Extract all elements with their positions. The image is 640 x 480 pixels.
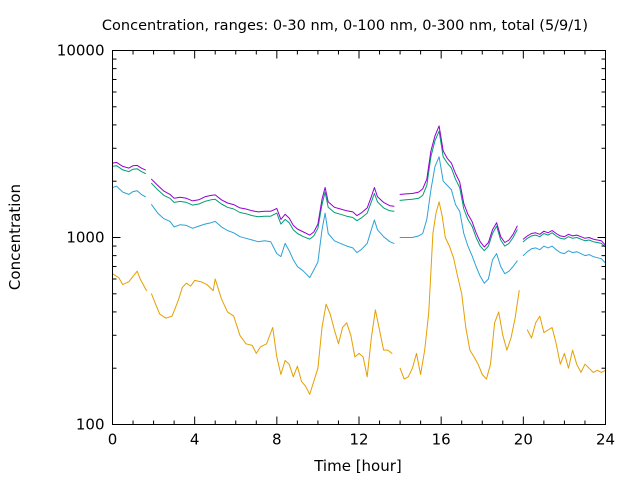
x-tick-label: 20 [514, 431, 533, 449]
x-tick-label: 0 [108, 431, 118, 449]
x-tick-label: 12 [349, 431, 368, 449]
series-line-3 [112, 130, 606, 252]
x-tick-label: 16 [432, 431, 451, 449]
x-tick-label: 8 [272, 431, 282, 449]
series-layer [112, 125, 606, 395]
series-line-1 [112, 201, 606, 395]
y-tick-label: 10000 [57, 42, 105, 60]
series-line-4 [112, 125, 606, 248]
y-tick-label: 100 [76, 416, 105, 434]
x-tick-label: 24 [596, 431, 615, 449]
series-line-2 [112, 156, 606, 284]
plot-frame [112, 50, 606, 425]
x-axis-label: Time [hour] [313, 457, 402, 475]
x-tick-label: 4 [190, 431, 200, 449]
y-axis-label: Concentration [6, 184, 24, 290]
y-tick-label: 1000 [66, 229, 104, 247]
chart-title: Concentration, ranges: 0-30 nm, 0-100 nm… [102, 18, 588, 34]
ticks-layer: 0 4 8 12 16 20 24 100 1000 10000 [57, 42, 615, 449]
